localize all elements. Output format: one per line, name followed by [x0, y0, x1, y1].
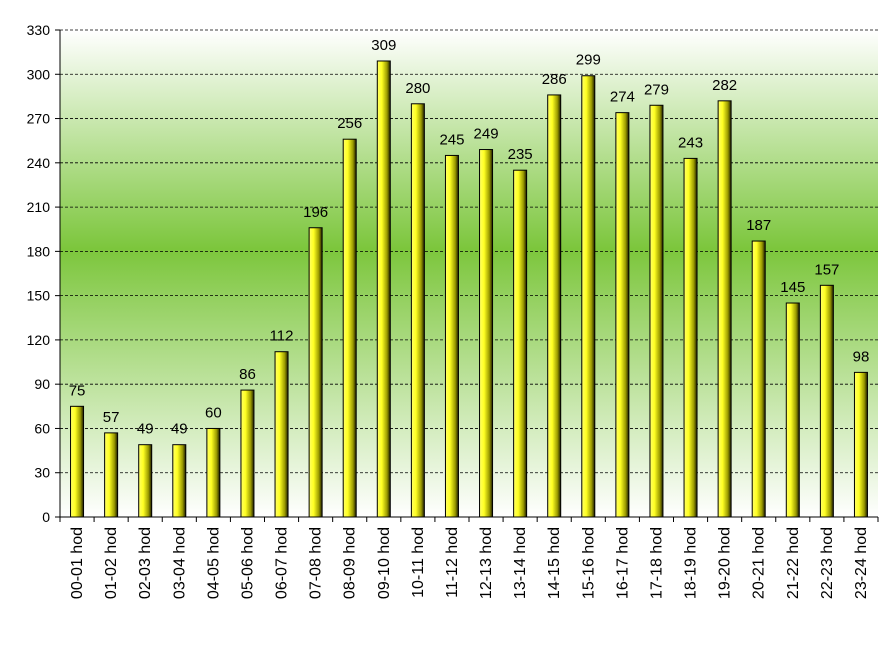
data-label: 280	[405, 80, 430, 97]
data-label: 309	[371, 37, 396, 54]
y-tick-label: 300	[27, 66, 51, 82]
bar	[751, 240, 766, 518]
x-tick-label: 11-12 hod	[444, 527, 461, 598]
x-axis-ticks: 00-01 hod 01-02 hod 02-03 hod 03-04 hod 04-0…	[59, 517, 879, 599]
x-tick-label: 08-09 hod	[342, 527, 359, 599]
x-tick-label: 16-17 hod	[614, 527, 631, 599]
x-tick-label: 01-02 hod	[103, 527, 120, 599]
data-label: 279	[644, 81, 669, 98]
bar	[547, 94, 562, 518]
bar	[308, 227, 323, 518]
bar	[376, 60, 391, 518]
bar	[172, 444, 187, 518]
bar	[649, 104, 664, 518]
bar	[410, 103, 425, 518]
data-label: 282	[712, 77, 737, 94]
bar	[274, 351, 289, 518]
data-label: 286	[542, 71, 567, 88]
bar	[717, 100, 732, 518]
x-tick-label: 10-11 hod	[410, 527, 427, 598]
bar	[444, 154, 459, 518]
bar	[581, 75, 596, 518]
bar	[615, 112, 630, 518]
bar	[70, 405, 85, 518]
data-labels: 75 57 49 49 60 86 112 196 256 309 280 245 249 235 286 2…	[69, 37, 870, 438]
data-label: 235	[508, 146, 533, 163]
x-tick-label: 17-18 hod	[648, 527, 665, 599]
y-tick-label: 90	[34, 376, 50, 392]
data-label: 249	[474, 126, 499, 143]
bar	[138, 444, 153, 518]
y-tick-label: 120	[27, 332, 51, 348]
y-tick-label: 0	[42, 509, 50, 525]
data-label: 245	[439, 131, 464, 148]
data-label: 49	[171, 421, 188, 438]
x-tick-label: 18-19 hod	[683, 527, 700, 599]
x-tick-label: 05-06 hod	[239, 527, 256, 599]
bar	[104, 432, 119, 518]
y-tick-label: 270	[27, 111, 51, 127]
data-label: 256	[337, 115, 362, 132]
x-tick-label: 19-20 hod	[717, 527, 734, 599]
data-label: 75	[69, 382, 86, 399]
y-tick-label: 330	[27, 22, 51, 38]
bar	[853, 371, 868, 518]
bar	[785, 302, 800, 518]
data-label: 145	[780, 279, 805, 296]
x-tick-label: 20-21 hod	[751, 527, 768, 599]
x-tick-label: 21-22 hod	[785, 527, 802, 599]
y-tick-label: 150	[27, 288, 51, 304]
x-tick-label: 12-13 hod	[478, 527, 495, 599]
data-label: 243	[678, 134, 703, 151]
x-tick-label: 22-23 hod	[819, 527, 836, 599]
y-tick-label: 60	[34, 420, 50, 436]
y-tick-label: 240	[27, 155, 51, 171]
data-label: 196	[303, 204, 328, 221]
x-tick-label: 15-16 hod	[580, 527, 597, 599]
bar	[206, 427, 221, 518]
data-label: 57	[103, 409, 120, 426]
data-label: 187	[746, 217, 771, 234]
y-tick-label: 210	[27, 199, 51, 215]
bar	[819, 284, 834, 518]
data-label: 112	[270, 328, 294, 345]
bar	[240, 389, 255, 518]
x-tick-label: 09-10 hod	[376, 527, 393, 599]
bar	[342, 138, 357, 518]
x-tick-label: 00-01 hod	[69, 527, 86, 599]
data-label: 49	[137, 421, 154, 438]
data-label: 157	[814, 261, 839, 278]
bars	[70, 60, 868, 518]
plot-area	[60, 30, 878, 517]
bar	[683, 157, 698, 518]
bar	[479, 149, 494, 518]
y-tick-label: 180	[27, 243, 51, 259]
data-label: 299	[576, 52, 601, 69]
x-tick-label: 13-14 hod	[512, 527, 529, 599]
gridlines	[60, 29, 878, 474]
data-label: 86	[239, 366, 256, 383]
x-tick-label: 07-08 hod	[308, 527, 325, 599]
x-tick-label: 14-15 hod	[546, 527, 563, 599]
x-tick-label: 06-07 hod	[274, 527, 291, 599]
data-label: 274	[610, 89, 635, 106]
x-tick-label: 23-24 hod	[853, 527, 870, 599]
data-label: 60	[205, 404, 222, 421]
bar	[513, 169, 528, 518]
y-axis-ticks: 0 30 60 90 120 150 180 210 240 270 300 330	[27, 22, 60, 525]
x-tick-label: 03-04 hod	[171, 527, 188, 599]
y-tick-label: 30	[34, 465, 50, 481]
data-label: 98	[853, 348, 870, 365]
x-tick-label: 04-05 hod	[205, 527, 222, 599]
x-tick-label: 02-03 hod	[137, 527, 154, 599]
